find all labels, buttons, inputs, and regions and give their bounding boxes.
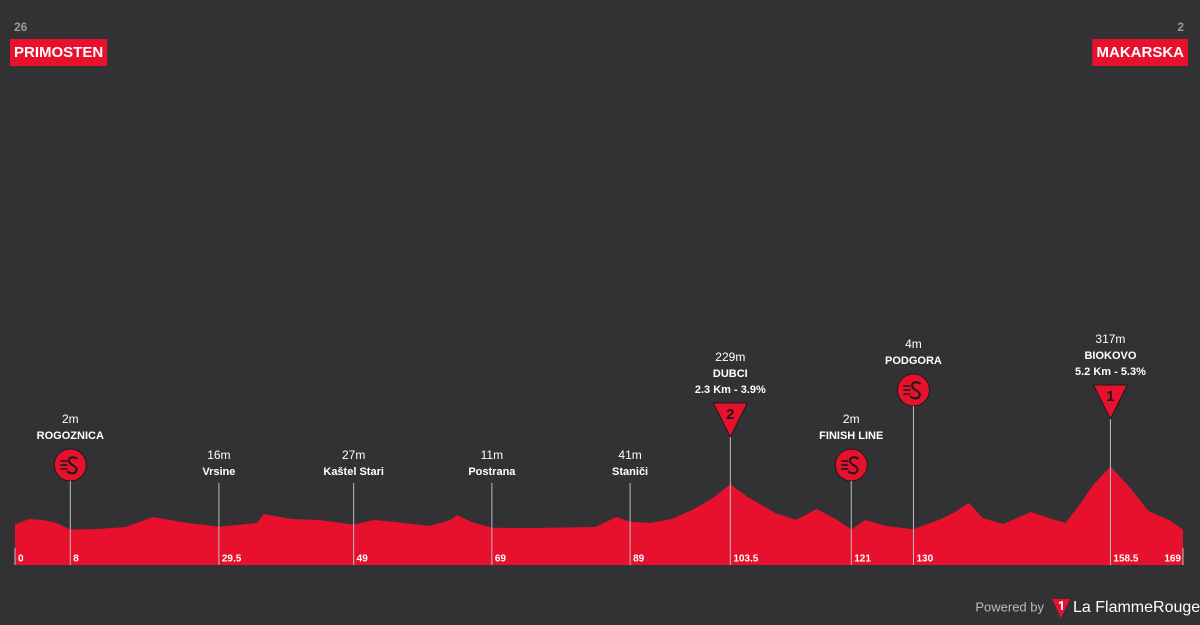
waypoint-name: PODGORA [885, 355, 942, 367]
x-tick-label: 103.5 [733, 554, 758, 565]
waypoint-name: Staniči [612, 466, 648, 478]
x-tick-label: 169 [1164, 554, 1181, 565]
finish-name: MAKARSKA [1097, 44, 1185, 61]
sprint-icon-s [847, 456, 859, 475]
waypoint-altitude: 27m [342, 448, 365, 462]
climb-detail: 5.2 Km - 5.3% [1075, 366, 1146, 378]
waypoint-name: ROGOZNICA [37, 430, 104, 442]
finish-box [1092, 39, 1188, 66]
waypoint-altitude: 11m [481, 448, 503, 462]
climb-category: 2 [726, 406, 734, 423]
start-altitude: 26 [14, 20, 28, 34]
waypoint-name: Postrana [468, 466, 516, 478]
x-tick-label: 158.5 [1113, 554, 1138, 565]
brand: La FlammeRouge [1073, 599, 1200, 616]
x-tick-label: 89 [633, 554, 645, 565]
waypoint-altitude: 2m [843, 412, 860, 426]
waypoint-name: Vrsine [202, 466, 235, 478]
start-name: PRIMOSTEN [14, 44, 103, 61]
climb-category: 1 [1106, 388, 1114, 405]
sprint-icon-s [66, 456, 78, 475]
x-tick-label: 130 [916, 554, 933, 565]
waypoint-altitude: 16m [207, 448, 230, 462]
waypoint-altitude: 229m [715, 350, 745, 364]
waypoint-name: BIOKOVO [1084, 350, 1136, 362]
waypoint-name: Kaštel Stari [323, 466, 384, 478]
climb-detail: 2.3 Km - 3.9% [695, 384, 766, 396]
sprint-icon [896, 373, 930, 407]
logo [1052, 599, 1070, 618]
waypoint-altitude: 4m [905, 337, 922, 351]
sprint-icon-s [909, 381, 922, 400]
waypoint-name: DUBCI [713, 368, 748, 380]
x-tick-label: 8 [73, 554, 79, 565]
powered-by: Powered by [975, 599, 1044, 614]
start-box [10, 39, 108, 66]
x-tick-label: 0 [18, 554, 24, 565]
x-tick-label: 29.5 [222, 554, 242, 565]
x-tick-label: 121 [854, 554, 871, 565]
x-tick-label: 69 [495, 554, 507, 565]
x-tick-label: 49 [357, 554, 369, 565]
finish-altitude: 2 [1177, 20, 1184, 34]
sprint-icon [834, 448, 868, 482]
climb-icon [712, 402, 749, 439]
climb-icon [1092, 384, 1129, 421]
waypoint-altitude: 2m [62, 412, 79, 426]
elevation-area [15, 466, 1183, 565]
waypoint-name: FINISH LINE [819, 430, 883, 442]
sprint-icon [53, 448, 87, 482]
waypoint-altitude: 317m [1095, 332, 1125, 346]
waypoint-altitude: 41m [618, 448, 641, 462]
